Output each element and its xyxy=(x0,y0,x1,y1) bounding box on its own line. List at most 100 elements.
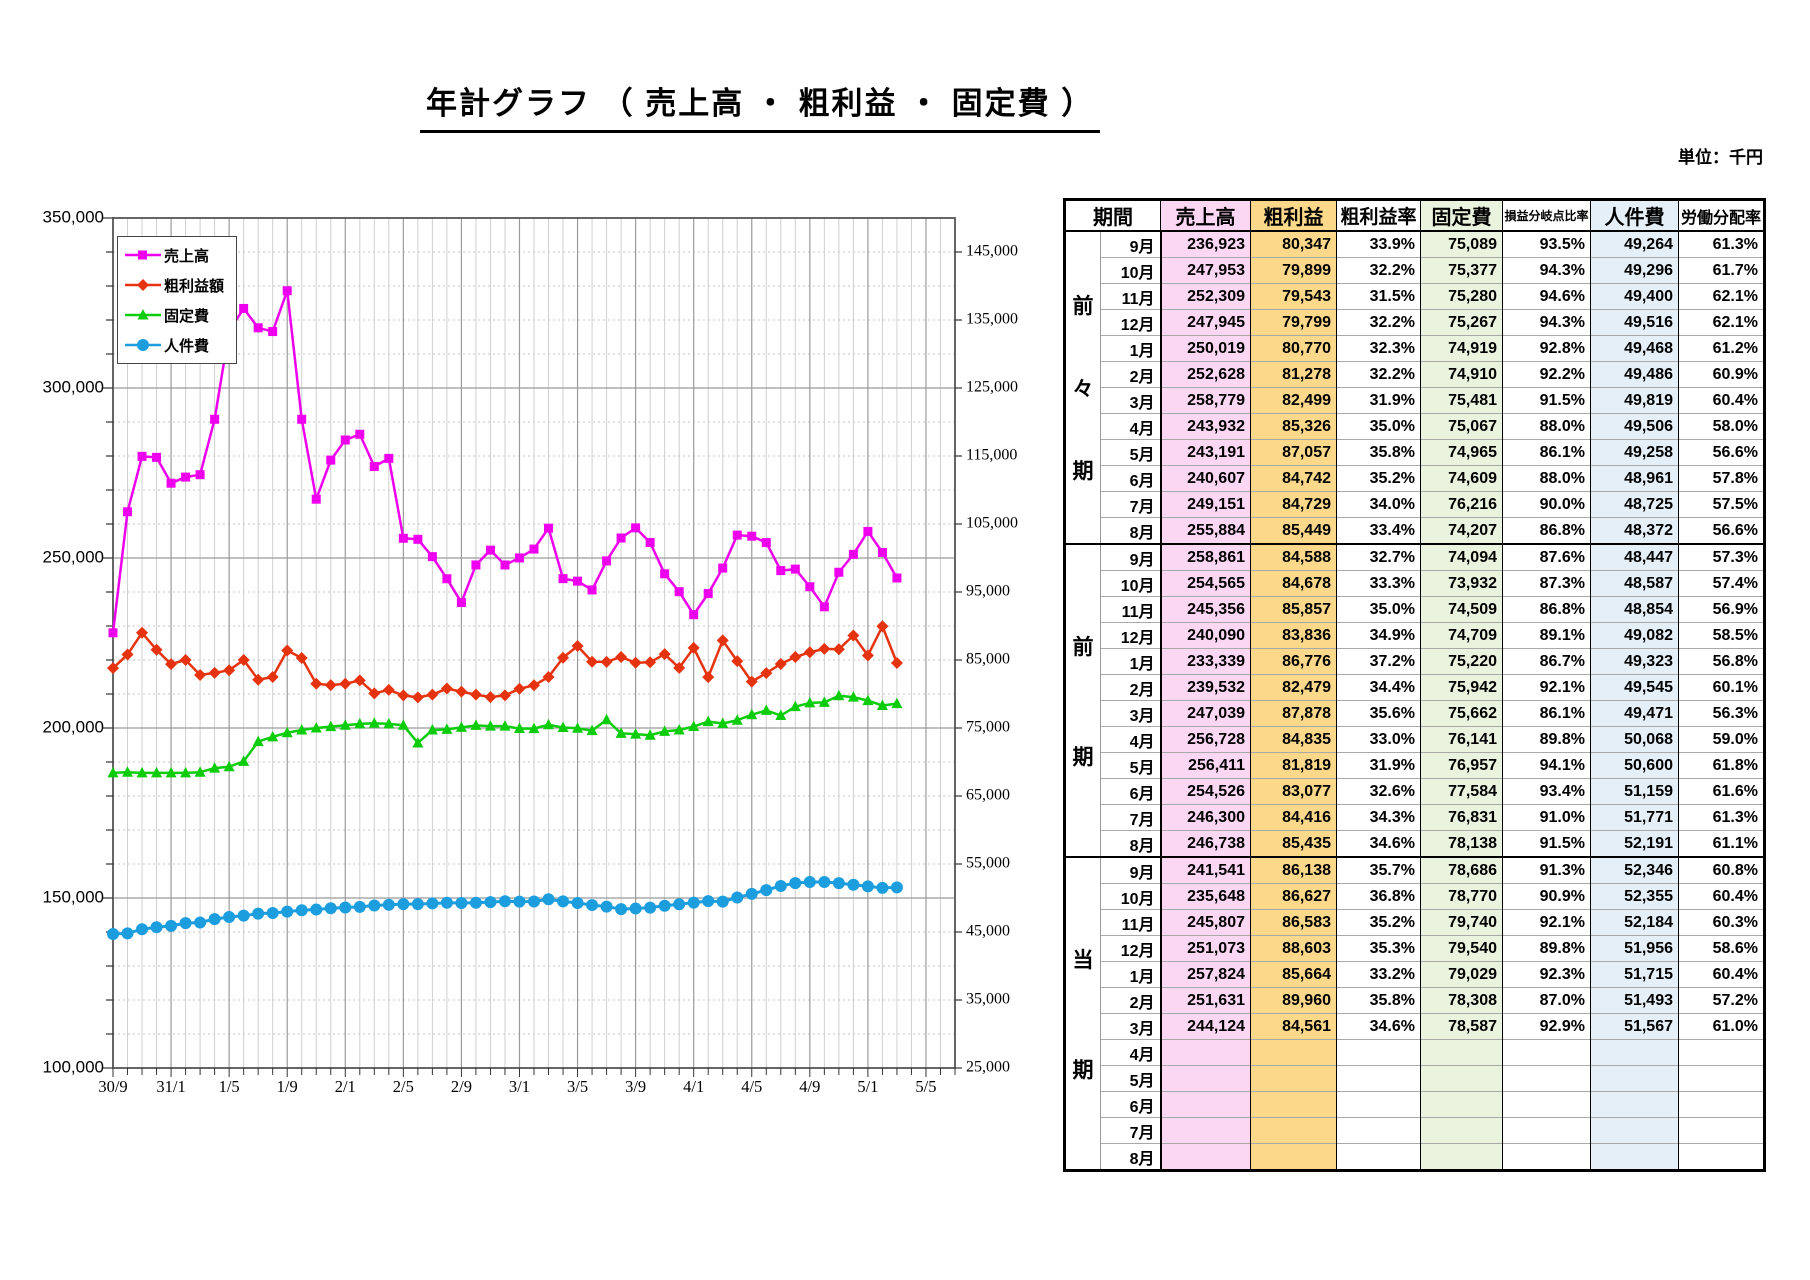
cell-gross-profit: 82,479 xyxy=(1250,674,1337,701)
cell-gross-profit: 80,347 xyxy=(1250,230,1337,258)
cell-gross-profit: 85,664 xyxy=(1250,961,1337,988)
data-point-marker xyxy=(832,643,845,656)
cell-labor-share: 62.1% xyxy=(1678,309,1765,336)
data-point-marker xyxy=(208,913,221,926)
cell-sales: 255,884 xyxy=(1160,517,1251,544)
cell-labor-share: 61.1% xyxy=(1678,830,1765,857)
data-point-marker xyxy=(718,563,728,573)
cell-fixed-cost: 74,509 xyxy=(1420,596,1503,623)
cell-fixed-cost: 75,481 xyxy=(1420,387,1503,414)
y-axis-label: 150,000 xyxy=(43,887,104,906)
data-point-marker xyxy=(440,682,453,695)
data-point-marker xyxy=(195,470,205,480)
cell-gross-margin: 35.7% xyxy=(1336,856,1421,884)
cell-gross-profit xyxy=(1250,1117,1337,1144)
cell-gross-margin xyxy=(1336,1065,1421,1092)
data-point-marker xyxy=(514,553,524,563)
cell-labor-share: 58.0% xyxy=(1678,413,1765,440)
table-row: 2月 239,532 82,479 34.4% 75,942 92.1% 49,545 60.… xyxy=(1065,674,1765,701)
cell-personnel-cost: 51,159 xyxy=(1590,778,1679,805)
data-point-marker xyxy=(411,898,424,911)
cell-personnel-cost xyxy=(1590,1039,1679,1066)
data-point-marker xyxy=(282,286,292,296)
table-row: 当期 9月 241,541 86,138 35.7% 78,686 91.3% 52,346 6… xyxy=(1064,856,1765,1171)
cell-labor-share: 56.9% xyxy=(1678,596,1765,623)
data-point-marker xyxy=(645,537,655,547)
cell-breakeven-ratio: 89.8% xyxy=(1502,726,1591,753)
data-point-marker xyxy=(629,902,642,915)
data-point-marker xyxy=(529,544,539,554)
cell-gross-margin: 34.9% xyxy=(1336,622,1421,649)
data-point-marker xyxy=(397,719,409,730)
data-point-marker xyxy=(760,884,773,897)
cell-sales: 235,648 xyxy=(1160,883,1251,910)
table-row: 10月 235,648 86,627 36.8% 78,770 90.9% 52,355 60… xyxy=(1065,883,1765,910)
data-point-marker xyxy=(804,696,816,708)
cell-fixed-cost: 78,770 xyxy=(1420,883,1503,910)
data-point-marker xyxy=(325,720,337,732)
data-point-marker xyxy=(571,897,584,910)
data-point-marker xyxy=(876,881,889,894)
table-row: 8月 xyxy=(1065,1143,1765,1171)
cell-breakeven-ratio: 87.3% xyxy=(1502,570,1591,597)
data-point-marker xyxy=(485,545,495,555)
data-point-marker xyxy=(716,634,729,647)
data-point-marker xyxy=(252,673,265,686)
cell-gross-profit: 79,899 xyxy=(1250,257,1337,284)
cell-sales: 243,932 xyxy=(1160,413,1251,440)
data-point-marker xyxy=(165,658,178,671)
data-point-marker xyxy=(688,720,700,732)
cell-gross-margin: 35.2% xyxy=(1336,465,1421,492)
cell-gross-margin: 35.8% xyxy=(1336,439,1421,466)
data-point-marker xyxy=(832,877,845,890)
cell-breakeven-ratio: 89.1% xyxy=(1502,622,1591,649)
cell-gross-margin: 32.2% xyxy=(1336,257,1421,284)
header-sales: 売上高 xyxy=(1160,199,1251,232)
cell-labor-share: 56.6% xyxy=(1678,439,1765,466)
cell-sales: 245,807 xyxy=(1160,909,1251,936)
cell-personnel-cost: 50,068 xyxy=(1590,726,1679,753)
cell-gross-profit: 81,819 xyxy=(1250,752,1337,779)
cell-gross-profit: 88,603 xyxy=(1250,935,1337,962)
cell-personnel-cost: 51,956 xyxy=(1590,935,1679,962)
cell-sales: 249,151 xyxy=(1160,491,1251,518)
cell-breakeven-ratio xyxy=(1502,1143,1591,1171)
data-point-marker xyxy=(355,429,365,439)
cell-breakeven-ratio xyxy=(1502,1091,1591,1118)
cell-fixed-cost: 78,587 xyxy=(1420,1013,1503,1040)
cell-gross-margin: 34.6% xyxy=(1336,830,1421,857)
header-gross-margin: 粗利益率 xyxy=(1336,199,1421,232)
cell-breakeven-ratio: 91.0% xyxy=(1502,804,1591,831)
cell-breakeven-ratio: 89.8% xyxy=(1502,935,1591,962)
data-point-marker xyxy=(150,921,163,934)
cell-sales: 239,532 xyxy=(1160,674,1251,701)
cell-gross-margin: 35.3% xyxy=(1336,935,1421,962)
data-point-marker xyxy=(180,766,192,778)
cell-gross-margin xyxy=(1336,1039,1421,1066)
cell-month: 3月 xyxy=(1100,387,1162,414)
data-point-marker xyxy=(760,704,772,715)
data-point-marker xyxy=(660,569,670,579)
table-row: 4月 243,932 85,326 35.0% 75,067 88.0% 49,506 58.… xyxy=(1065,413,1765,440)
cell-fixed-cost: 79,029 xyxy=(1420,961,1503,988)
data-point-marker xyxy=(542,893,555,906)
cell-gross-profit xyxy=(1250,1039,1337,1066)
cell-breakeven-ratio: 86.7% xyxy=(1502,648,1591,675)
data-point-marker xyxy=(208,666,221,679)
cell-labor-share: 57.5% xyxy=(1678,491,1765,518)
data-point-marker xyxy=(310,722,322,733)
data-point-marker xyxy=(747,531,757,541)
data-point-marker xyxy=(687,896,700,909)
legend-marker-diamond-icon xyxy=(125,279,161,291)
data-point-marker xyxy=(123,507,133,517)
table-row: 5月 xyxy=(1065,1065,1765,1092)
data-point-marker xyxy=(469,688,482,701)
cell-breakeven-ratio: 86.8% xyxy=(1502,596,1591,623)
data-point-marker xyxy=(194,668,207,681)
cell-gross-margin: 34.6% xyxy=(1336,1013,1421,1040)
data-point-marker xyxy=(209,762,221,773)
data-point-marker xyxy=(745,887,758,900)
table-row: 5月 243,191 87,057 35.8% 74,965 86.1% 49,258 56.… xyxy=(1065,439,1765,466)
data-point-marker xyxy=(122,766,134,777)
cell-month: 8月 xyxy=(1100,1143,1162,1171)
